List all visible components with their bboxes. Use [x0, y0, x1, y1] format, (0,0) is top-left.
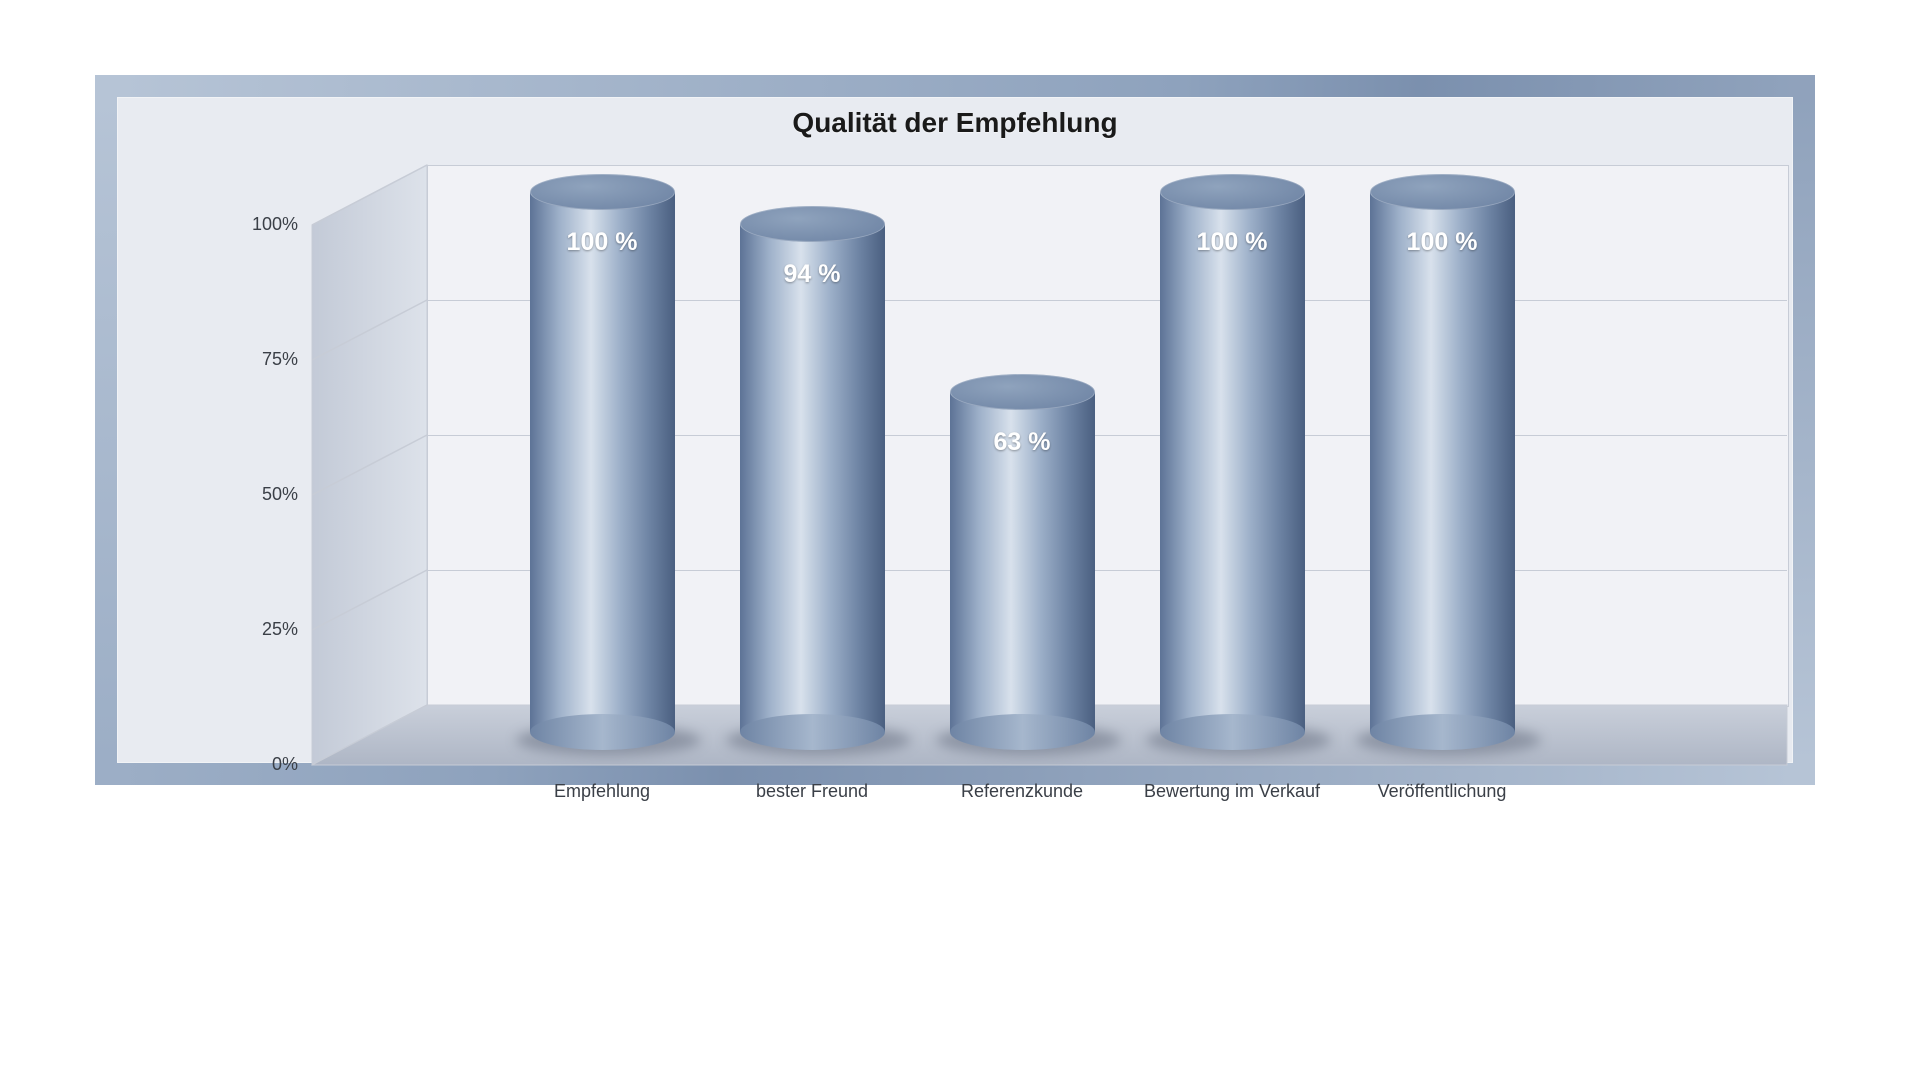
plot-area: 0%25%50%75%100%100 %Empfehlung94 %bester… [117, 97, 1793, 763]
gridline [427, 435, 1787, 436]
gridline [427, 165, 1787, 166]
gridline [427, 570, 1787, 571]
chart-frame: Qualität der Empfehlung 0%25%50%75%100%1… [95, 75, 1815, 785]
cylinder-shadow [1146, 725, 1331, 755]
cylinder-shadow [1356, 725, 1541, 755]
y-axis-tick-label: 50% [262, 484, 298, 505]
cylinder-shadow [516, 725, 701, 755]
y-axis-tick-label: 25% [262, 619, 298, 640]
floor-3d [117, 97, 1793, 807]
x-axis-tick-label: Veröffentlichung [1292, 781, 1592, 802]
y-axis-tick-label: 0% [272, 754, 298, 775]
cylinder-shadow [936, 725, 1121, 755]
y-axis-tick-label: 100% [252, 214, 298, 235]
cylinder-shadow [726, 725, 911, 755]
gridline [427, 300, 1787, 301]
y-axis-tick-label: 75% [262, 349, 298, 370]
